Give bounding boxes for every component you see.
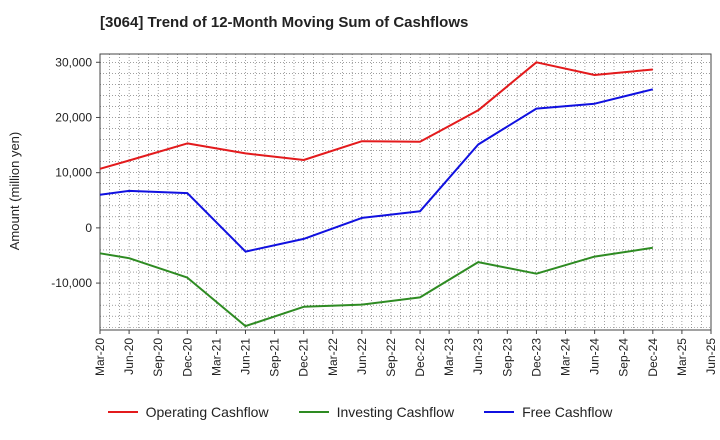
- x-tick-label: Sep-20: [151, 338, 165, 377]
- x-tick-label: Mar-25: [675, 338, 689, 376]
- x-tick-label: Mar-22: [326, 338, 340, 376]
- x-tick-label: Dec-21: [297, 338, 311, 377]
- x-tick-label: Sep-24: [617, 338, 631, 377]
- x-tick-label: Jun-25: [704, 338, 718, 375]
- x-tick-label: Jun-24: [588, 338, 602, 375]
- x-tick-label: Dec-22: [413, 338, 427, 377]
- legend-label: Investing Cashflow: [336, 404, 455, 420]
- x-tick-label: Jun-21: [238, 338, 252, 375]
- series-line-operating-cashflow: [99, 61, 653, 170]
- legend-swatch: [107, 411, 138, 413]
- y-tick-label: 10,000: [55, 166, 92, 180]
- grid: [100, 54, 711, 330]
- legend-label: Operating Cashflow: [145, 404, 269, 420]
- legend-item: Operating Cashflow: [107, 404, 269, 420]
- x-tick-label: Sep-23: [500, 338, 514, 377]
- x-tick-label: Jun-20: [122, 338, 136, 375]
- x-tick-label: Jun-22: [355, 338, 369, 375]
- x-tick-label: Mar-23: [442, 338, 456, 376]
- y-tick-label: 30,000: [55, 55, 92, 69]
- x-tick-label: Mar-24: [559, 338, 573, 376]
- series-line-free-cashflow: [99, 88, 654, 253]
- x-tick-label: Sep-22: [384, 338, 398, 377]
- x-tick-label: Dec-23: [529, 338, 543, 377]
- plot-frame: [99, 53, 712, 331]
- legend-item: Free Cashflow: [484, 404, 612, 420]
- x-tick-label: Dec-20: [180, 338, 194, 377]
- x-tick-label: Sep-21: [268, 338, 282, 377]
- x-tick-label: Mar-20: [93, 338, 107, 376]
- series-line-investing-cashflow: [99, 246, 653, 328]
- axes: 30,000 20,000 10,000 0 -10,000 Mar-20 Jun-20 Se…: [51, 53, 718, 377]
- series-lines: [99, 61, 654, 328]
- legend: Operating Cashflow Investing Cashflow Free…: [0, 404, 720, 420]
- x-tick-label: Dec-24: [646, 338, 660, 377]
- y-tick-label: 20,000: [55, 110, 92, 124]
- legend-swatch: [484, 411, 515, 413]
- x-tick-label: Mar-21: [209, 338, 223, 376]
- x-tick-label: Jun-23: [471, 338, 485, 375]
- legend-label: Free Cashflow: [522, 404, 613, 420]
- y-tick-label: 0: [85, 221, 92, 235]
- y-tick-label: -10,000: [51, 276, 92, 290]
- legend-swatch: [298, 411, 329, 413]
- chart-title: [3064] Trend of 12-Month Moving Sum of C…: [100, 14, 469, 31]
- y-axis-title: Amount (million yen): [7, 132, 22, 251]
- legend-item: Investing Cashflow: [298, 404, 455, 420]
